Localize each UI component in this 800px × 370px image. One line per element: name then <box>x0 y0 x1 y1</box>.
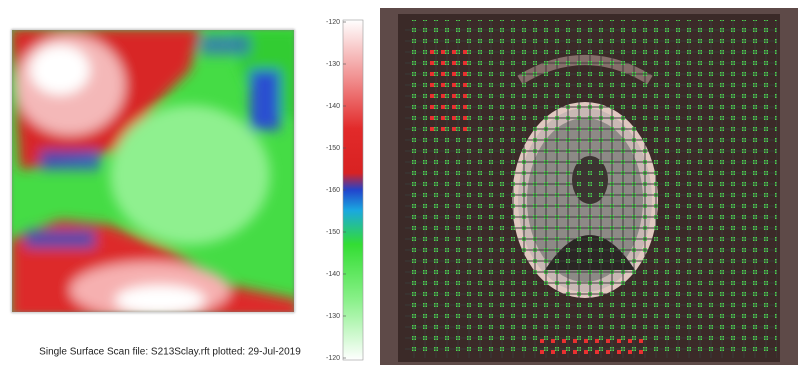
scan-point-red <box>452 50 456 54</box>
scan-point-red <box>628 350 632 354</box>
scan-point-red <box>441 127 445 131</box>
scan-point-red <box>628 339 632 343</box>
scan-point-red <box>595 350 599 354</box>
scan-point-red <box>452 94 456 98</box>
caption: Single Surface Scan file: S213Sclay.rft … <box>39 347 301 358</box>
heatmap <box>0 20 310 320</box>
scan-point-red <box>584 350 588 354</box>
scan-point-red <box>463 72 467 76</box>
scan-point-red <box>540 350 544 354</box>
scan-point-red <box>463 105 467 109</box>
scan-point-red <box>441 72 445 76</box>
scan-point-red <box>562 350 566 354</box>
scan-photo <box>380 8 798 365</box>
scan-point-red <box>441 116 445 120</box>
scan-point-red <box>430 61 434 65</box>
scan-point-red <box>452 105 456 109</box>
colorbar-label: -160 <box>326 187 340 194</box>
scan-point-red <box>551 339 555 343</box>
scan-point-red <box>430 127 434 131</box>
scan-point-red <box>573 339 577 343</box>
scan-point-red <box>441 105 445 109</box>
scan-point-red <box>452 127 456 131</box>
scan-point-red <box>430 83 434 87</box>
scan-point-red <box>452 61 456 65</box>
scan-point-red <box>441 50 445 54</box>
scan-point-red <box>584 339 588 343</box>
scan-point-red <box>430 72 434 76</box>
scan-point-red <box>452 83 456 87</box>
scan-point-red <box>617 339 621 343</box>
page: {"caption": "Single Surface Scan file: S… <box>0 0 800 365</box>
colorbar-label: -120 <box>326 19 340 26</box>
scan-point-red <box>540 339 544 343</box>
scan-point-red <box>452 72 456 76</box>
scan-point-red <box>606 339 610 343</box>
scan-point-red <box>639 339 643 343</box>
scan-point-red <box>452 116 456 120</box>
colorbar-label: -150 <box>326 229 340 236</box>
scan-point-red <box>463 116 467 120</box>
scan-point-red <box>463 83 467 87</box>
scan-point-red <box>430 94 434 98</box>
scan-point-red <box>463 50 467 54</box>
scan-point-red <box>463 94 467 98</box>
scan-point-red <box>617 350 621 354</box>
scan-point-red <box>441 61 445 65</box>
scan-point-red <box>441 94 445 98</box>
figure: Single Surface Scan file: S213Sclay.rft … <box>0 0 800 365</box>
scan-point-red <box>551 350 555 354</box>
scan-point-red <box>463 127 467 131</box>
scan-point-red <box>430 116 434 120</box>
scan-point-red <box>595 339 599 343</box>
scan-point-red <box>562 339 566 343</box>
colorbar-label: -120 <box>326 355 340 362</box>
scan-point-red <box>639 350 643 354</box>
colorbar-label: -150 <box>326 145 340 152</box>
scan-point-red <box>463 61 467 65</box>
scan-point-red <box>430 105 434 109</box>
scan-point-red <box>430 50 434 54</box>
scan-point-red <box>573 350 577 354</box>
colorbar-label: -140 <box>326 271 340 278</box>
colorbar-label: -130 <box>326 61 340 68</box>
colorbar-label: -140 <box>326 103 340 110</box>
scan-point-red <box>441 83 445 87</box>
colorbar-label: -130 <box>326 313 340 320</box>
scan-point-red <box>606 350 610 354</box>
